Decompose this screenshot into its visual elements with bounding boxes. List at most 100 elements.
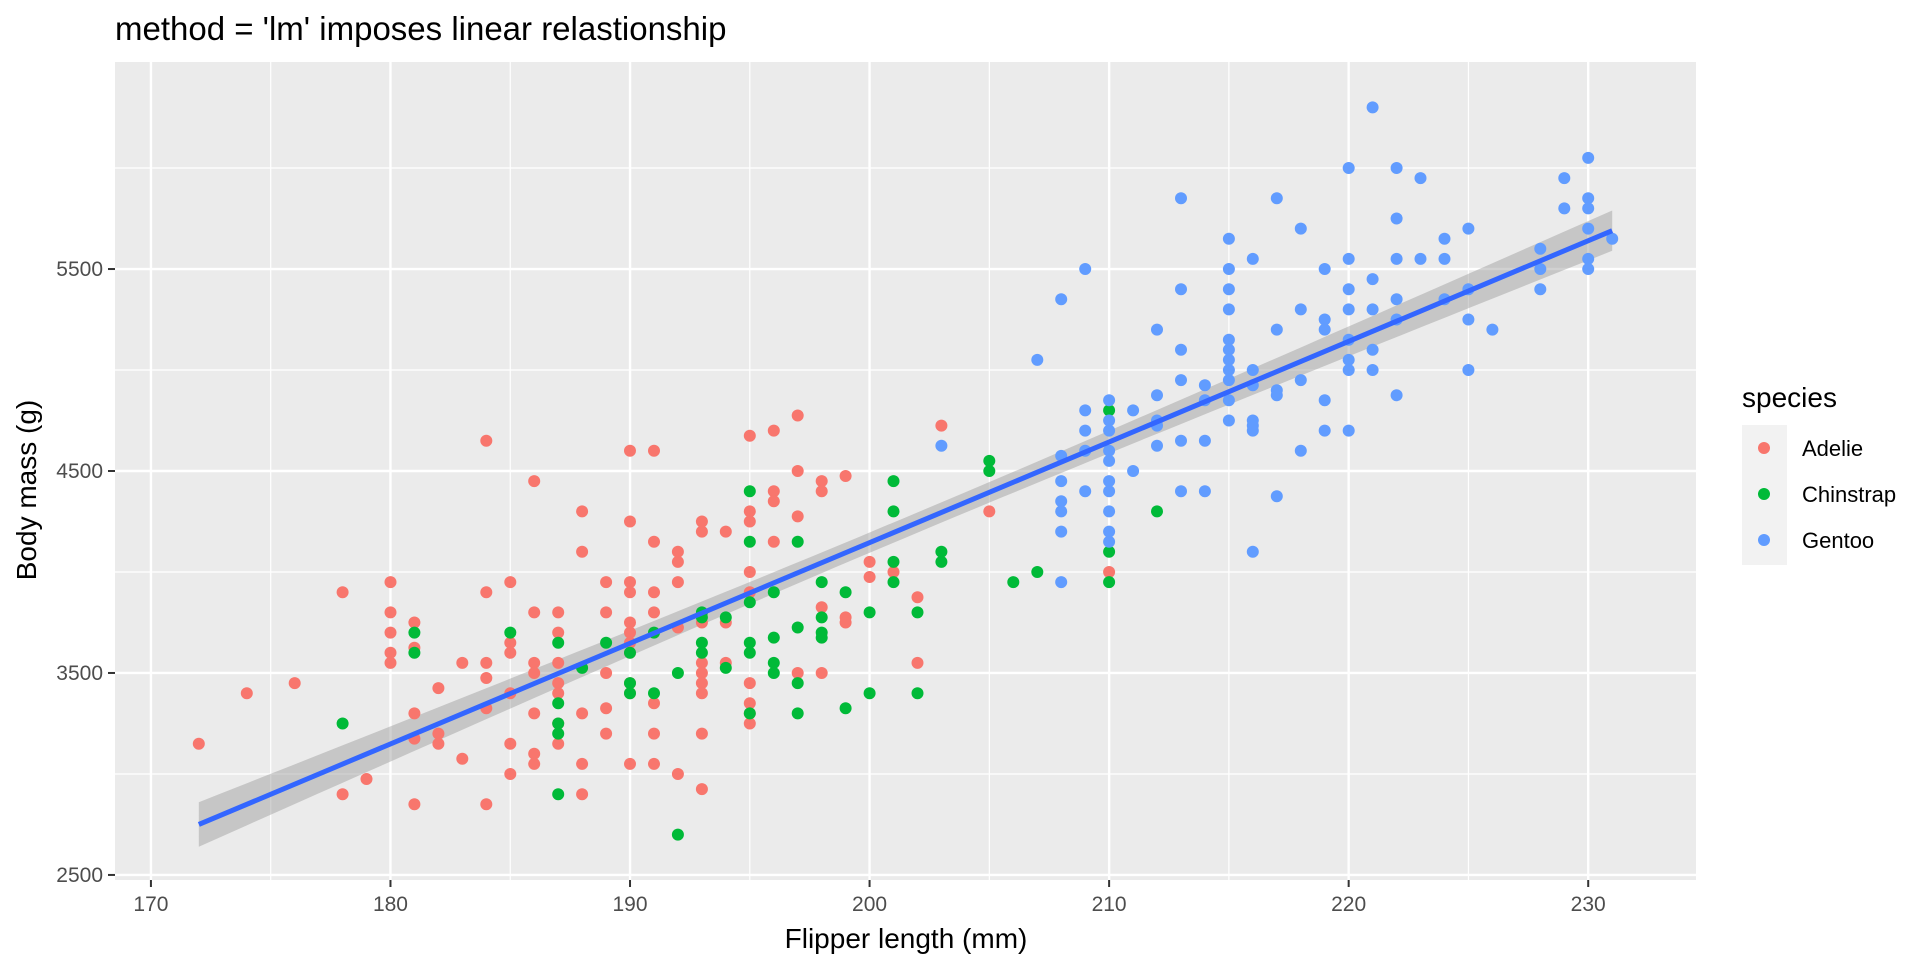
- point-adelie: [911, 656, 924, 669]
- point-adelie: [384, 576, 397, 589]
- point-adelie: [695, 677, 708, 690]
- point-adelie: [576, 757, 589, 770]
- point-adelie: [743, 515, 756, 528]
- point-gentoo: [1055, 525, 1068, 538]
- point-gentoo: [1031, 353, 1044, 366]
- point-gentoo: [1246, 424, 1259, 437]
- point-adelie: [504, 737, 517, 750]
- point-adelie: [360, 773, 373, 785]
- point-adelie: [1103, 566, 1116, 578]
- point-chinstrap: [887, 505, 900, 518]
- point-gentoo: [1366, 364, 1379, 376]
- point-adelie: [791, 510, 804, 523]
- point-adelie: [935, 419, 948, 432]
- point-gentoo: [1318, 323, 1331, 336]
- point-adelie: [480, 798, 493, 811]
- point-gentoo: [1462, 364, 1475, 376]
- point-gentoo: [1582, 151, 1595, 164]
- legend-items: Adelie Chinstrap Gentoo: [1742, 425, 1896, 565]
- legend-label-chinstrap: Chinstrap: [1802, 482, 1896, 507]
- point-chinstrap: [1103, 404, 1116, 417]
- point-gentoo: [1582, 222, 1595, 235]
- point-chinstrap: [719, 661, 732, 674]
- point-gentoo: [1175, 374, 1187, 387]
- y-tick-label: 5500: [56, 258, 103, 281]
- point-chinstrap: [408, 646, 421, 659]
- point-chinstrap: [600, 636, 613, 649]
- point-gentoo: [1342, 364, 1355, 376]
- point-adelie: [528, 707, 541, 720]
- point-gentoo: [1318, 394, 1331, 407]
- point-gentoo: [1198, 379, 1211, 392]
- point-adelie: [408, 707, 421, 720]
- x-tick-label: 220: [1331, 893, 1366, 916]
- point-gentoo: [1270, 389, 1283, 402]
- point-chinstrap: [935, 555, 948, 568]
- point-chinstrap: [815, 576, 828, 589]
- point-chinstrap: [671, 667, 684, 679]
- point-adelie: [504, 768, 517, 780]
- point-gentoo: [1342, 252, 1355, 265]
- point-gentoo: [1606, 232, 1619, 245]
- point-gentoo: [1151, 323, 1163, 336]
- x-axis-title: Flipper length (mm): [785, 923, 1028, 954]
- point-gentoo: [1151, 439, 1163, 452]
- point-adelie: [552, 626, 565, 639]
- point-gentoo: [1558, 202, 1571, 215]
- point-gentoo: [1390, 162, 1403, 174]
- point-adelie: [624, 576, 636, 589]
- point-gentoo: [1270, 323, 1283, 336]
- point-gentoo: [1175, 485, 1187, 498]
- point-adelie: [695, 515, 708, 528]
- point-adelie: [240, 687, 253, 700]
- point-chinstrap: [767, 631, 780, 644]
- point-adelie: [695, 525, 708, 538]
- point-adelie: [576, 707, 589, 720]
- point-chinstrap: [504, 626, 517, 639]
- point-gentoo: [1222, 263, 1235, 275]
- point-chinstrap: [552, 697, 565, 710]
- point-adelie: [863, 555, 876, 568]
- point-gentoo: [1079, 485, 1092, 498]
- point-adelie: [504, 646, 517, 659]
- point-gentoo: [1175, 434, 1187, 447]
- point-adelie: [384, 606, 397, 619]
- x-tick-label: 180: [373, 893, 408, 916]
- point-gentoo: [1342, 353, 1355, 366]
- point-chinstrap: [408, 626, 421, 639]
- point-adelie: [743, 505, 756, 518]
- point-gentoo: [1246, 545, 1259, 558]
- point-gentoo: [1390, 389, 1403, 402]
- x-tick-label: 200: [852, 893, 887, 916]
- point-gentoo: [1079, 424, 1092, 437]
- point-gentoo: [1294, 374, 1307, 387]
- point-adelie: [671, 555, 684, 568]
- point-chinstrap: [552, 727, 565, 740]
- point-chinstrap: [791, 677, 804, 690]
- point-adelie: [288, 677, 301, 690]
- point-gentoo: [1534, 283, 1547, 296]
- point-chinstrap: [767, 656, 780, 669]
- point-adelie: [815, 601, 828, 614]
- point-chinstrap: [791, 621, 804, 634]
- point-chinstrap: [863, 687, 876, 700]
- point-gentoo: [1222, 414, 1235, 427]
- point-adelie: [983, 505, 996, 518]
- point-gentoo: [1222, 374, 1235, 387]
- x-tick-label: 230: [1571, 893, 1606, 916]
- point-gentoo: [1103, 414, 1116, 427]
- point-gentoo: [1175, 192, 1187, 205]
- point-chinstrap: [815, 611, 828, 624]
- point-chinstrap: [839, 586, 852, 599]
- point-chinstrap: [1031, 566, 1044, 578]
- point-gentoo: [1462, 313, 1475, 326]
- point-chinstrap: [624, 687, 636, 700]
- point-gentoo: [1366, 273, 1379, 286]
- point-chinstrap: [1103, 545, 1116, 558]
- point-gentoo: [1414, 172, 1427, 185]
- point-adelie: [671, 545, 684, 558]
- point-adelie: [695, 783, 708, 796]
- point-adelie: [504, 636, 517, 649]
- point-adelie: [408, 616, 421, 629]
